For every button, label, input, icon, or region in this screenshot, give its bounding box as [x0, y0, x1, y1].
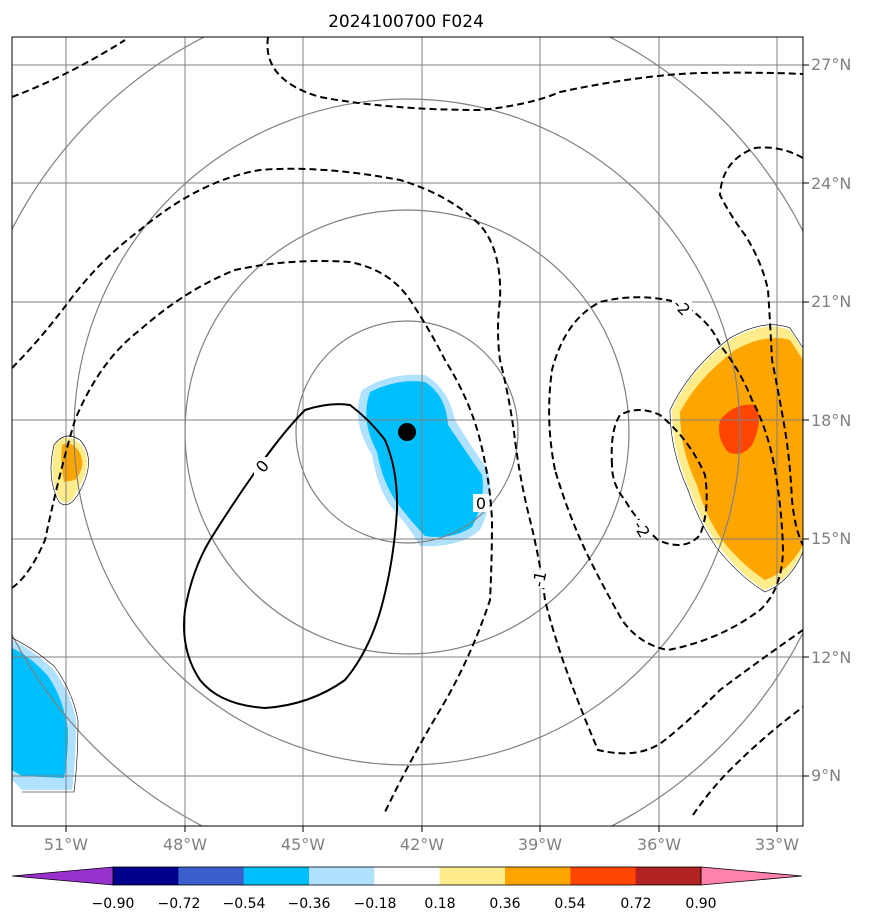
shading-positive: [52, 326, 803, 590]
colorbar-segments: [12, 867, 802, 885]
axis-ticks: [65, 64, 809, 832]
graticule: [12, 37, 803, 826]
colorbar-tick-label: −0.36: [288, 896, 331, 912]
colorbar-segment: [113, 867, 179, 885]
colorbar-tick-label: 0.36: [489, 896, 520, 912]
lat-label: 27°N: [811, 55, 851, 74]
colorbar-tick-label: 0.90: [685, 896, 716, 912]
colorbar-segment: [635, 867, 702, 885]
lat-label: 21°N: [811, 292, 851, 311]
contour-label-zero-east: 0: [476, 494, 486, 513]
colorbar: −0.90 −0.72 −0.54 −0.36 −0.18 0.18 0.36 …: [11, 866, 803, 912]
map-title: 2024100700 F024: [328, 12, 484, 32]
colorbar-segment: [439, 867, 506, 885]
lat-label: 12°N: [811, 648, 851, 667]
storm-center-marker: [398, 423, 416, 441]
lon-label: 45°W: [281, 835, 325, 854]
solid-contours: [183, 403, 399, 710]
map-frame: [11, 36, 804, 827]
lat-label: 9°N: [811, 766, 841, 785]
colorbar-tick-label: 0.18: [424, 896, 455, 912]
colorbar-extend-high: [701, 867, 802, 885]
dashed-contours: [12, 37, 803, 816]
colorbar-segment: [570, 867, 637, 885]
contour-labels: 0 0 -1 -2 -2: [252, 295, 694, 589]
colorbar-segment: [243, 867, 310, 885]
colorbar-tick-label: 0.54: [554, 896, 585, 912]
colorbar-labels: −0.90 −0.72 −0.54 −0.36 −0.18 0.18 0.36 …: [92, 896, 717, 912]
latitude-labels: 27°N 24°N 21°N 18°N 15°N 12°N 9°N: [811, 55, 851, 785]
shading-outlines: [12, 324, 803, 793]
lon-label: 48°W: [163, 835, 207, 854]
lon-label: 33°W: [755, 835, 799, 854]
range-rings: [12, 37, 803, 826]
colorbar-segment: [178, 867, 245, 885]
lat-label: 15°N: [811, 529, 851, 548]
colorbar-segment: [505, 867, 571, 885]
shading-negative: [12, 374, 491, 790]
colorbar-extend-low: [12, 867, 113, 885]
colorbar-tick-label: −0.54: [223, 896, 266, 912]
colorbar-tick-label: 0.72: [620, 896, 651, 912]
colorbar-tick-label: −0.90: [92, 896, 135, 912]
lon-label: 36°W: [637, 835, 681, 854]
colorbar-segment: [374, 867, 441, 885]
lon-label: 51°W: [44, 835, 88, 854]
lat-label: 24°N: [811, 174, 851, 193]
colorbar-tick-label: −0.18: [354, 896, 397, 912]
contour-label-minus-one: -1: [529, 569, 551, 589]
map-area: 0 0 -1 -2 -2: [12, 37, 803, 826]
lon-label: 39°W: [518, 835, 562, 854]
lat-label: 18°N: [811, 411, 851, 430]
colorbar-tick-label: −0.72: [158, 896, 201, 912]
lon-label: 42°W: [400, 835, 444, 854]
longitude-labels: 51°W 48°W 45°W 42°W 39°W 36°W 33°W: [44, 835, 799, 854]
colorbar-segment: [309, 867, 375, 885]
